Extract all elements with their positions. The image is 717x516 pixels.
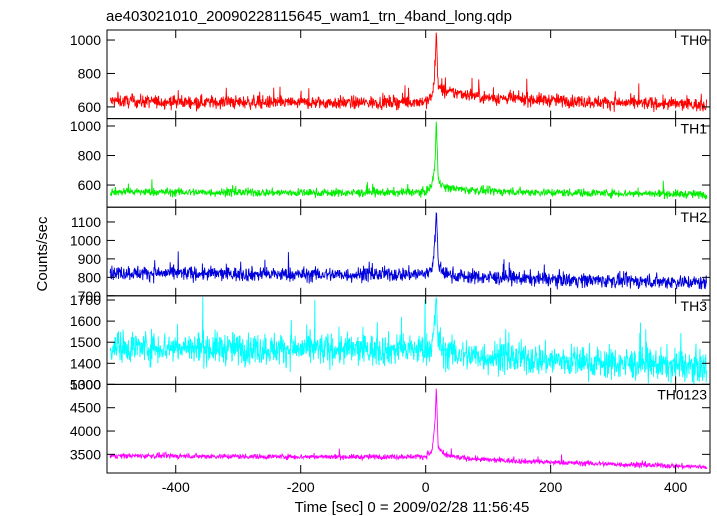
x-tick-label: -200 — [287, 479, 315, 495]
y-tick-label: 800 — [78, 65, 102, 81]
series-line-th3 — [109, 296, 708, 385]
panel-label-th0: TH0 — [681, 32, 708, 48]
y-tick-label: 600 — [78, 99, 102, 115]
y-tick-label: 4000 — [70, 423, 101, 439]
panel-label-th1: TH1 — [681, 121, 708, 137]
x-tick-label: 200 — [539, 479, 563, 495]
panel-label-th2: TH2 — [681, 209, 708, 225]
panel-frame — [106, 383, 711, 474]
y-tick-label: 3500 — [70, 446, 101, 462]
x-tick-label: 0 — [422, 479, 430, 495]
y-tick-label: 1000 — [70, 32, 101, 48]
panel-label-th0123: TH0123 — [657, 386, 707, 402]
x-axis-label: Time [sec] 0 = 2009/02/28 11:56:45 — [295, 499, 530, 516]
y-tick-label: 1000 — [70, 232, 101, 248]
y-tick-label: 1100 — [71, 214, 101, 230]
y-tick-label: 1300 — [70, 376, 101, 392]
y-tick-label: 800 — [78, 148, 102, 164]
series-line-th0 — [109, 32, 708, 113]
x-tick-label: -400 — [162, 479, 190, 495]
y-tick-label: 700 — [78, 288, 102, 304]
y-tick-label: 5000 — [70, 376, 101, 392]
y-tick-label: 1500 — [70, 334, 101, 350]
y-tick-label: 1700 — [70, 292, 101, 308]
series-line-th1 — [109, 121, 708, 200]
y-tick-label: 1000 — [70, 118, 101, 134]
y-tick-label: 1600 — [70, 313, 101, 329]
panels: 600 800 1000 TH0 600 800 1000 TH1 700 800 900 1000 1… — [70, 29, 711, 495]
chart-title: ae403021010_20090228115645_wam1_trn_4ban… — [106, 8, 512, 25]
y-tick-label: 800 — [78, 269, 102, 285]
y-tick-label: 900 — [78, 251, 102, 267]
x-tick-label: 400 — [664, 479, 688, 495]
y-tick-label: 600 — [78, 177, 102, 193]
panel-label-th3: TH3 — [681, 298, 708, 314]
y-axis-label: Counts/sec — [34, 216, 51, 292]
y-tick-label: 4500 — [70, 400, 101, 416]
series-line-th0123 — [109, 388, 708, 471]
y-tick-label: 1400 — [70, 355, 101, 371]
series-line-th2 — [109, 211, 708, 290]
